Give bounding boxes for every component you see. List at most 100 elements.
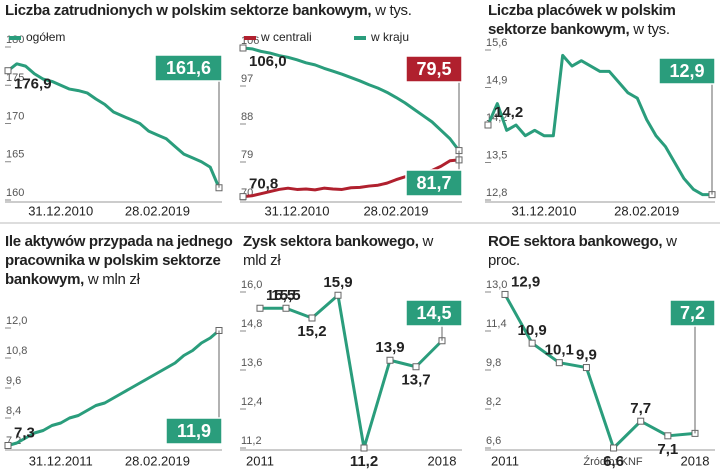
y-tick-label: 13,5 bbox=[486, 149, 507, 161]
x-tick-label: 28.02.2019 bbox=[614, 203, 679, 218]
value-label: 15,9 bbox=[323, 274, 352, 291]
y-tick-label: 10,8 bbox=[6, 345, 27, 357]
chart-title: Ile aktywów przypada na jednego pracowni… bbox=[5, 232, 237, 289]
y-tick-label: 13,6 bbox=[241, 357, 262, 369]
value-box bbox=[658, 57, 716, 85]
x-tick-label: 2018 bbox=[428, 453, 457, 468]
y-tick-label: 165 bbox=[6, 149, 24, 161]
value-label: 15,5 bbox=[266, 287, 295, 304]
x-tick-label: 31.12.2010 bbox=[511, 203, 576, 218]
title-unit: w tys. bbox=[375, 2, 412, 19]
chart-title: Liczba zatrudnionych w polskim sektorze … bbox=[5, 1, 475, 20]
title-unit: w mln zł bbox=[87, 271, 140, 288]
value-label: 79,5 bbox=[416, 59, 451, 79]
chart-title: Liczba placówek w polskim sektorze banko… bbox=[488, 1, 718, 39]
x-tick-label: 31.12.2010 bbox=[28, 203, 93, 218]
value-label: 70,8 bbox=[249, 176, 278, 193]
value-box bbox=[669, 299, 716, 327]
y-tick-label: 97 bbox=[241, 73, 253, 85]
y-tick-label: 14,9 bbox=[486, 74, 507, 86]
point-marker bbox=[360, 444, 368, 452]
y-tick-label: 11,2 bbox=[241, 435, 262, 447]
point-marker bbox=[334, 291, 342, 299]
source: Źródło: KNF bbox=[583, 455, 643, 468]
title-unit: w mld zł bbox=[243, 233, 434, 269]
title-text: Liczba placówek w polskim sektorze banko… bbox=[488, 2, 676, 38]
point-marker bbox=[308, 314, 316, 322]
title-unit: w proc. bbox=[488, 233, 677, 269]
value-box bbox=[165, 417, 223, 445]
line bbox=[260, 293, 444, 450]
y-tick-label: 9,6 bbox=[6, 375, 21, 387]
point-marker bbox=[582, 364, 590, 372]
y-tick-label: 14,8 bbox=[241, 318, 262, 330]
y-tick-label: 160 bbox=[6, 187, 24, 199]
point-marker bbox=[412, 363, 420, 371]
value-box bbox=[405, 55, 463, 83]
point-marker bbox=[501, 290, 509, 298]
point-marker bbox=[528, 339, 536, 347]
value-label: 14,2 bbox=[494, 104, 523, 121]
value-label: 12,9 bbox=[511, 273, 540, 290]
y-tick-label: 11,4 bbox=[486, 318, 507, 330]
value-label: 106,0 bbox=[249, 53, 287, 70]
y-tick-label: 12,4 bbox=[241, 396, 262, 408]
value-label: 13,7 bbox=[401, 372, 430, 389]
y-tick-label: 13,0 bbox=[486, 279, 507, 291]
y-tick-label: 88 bbox=[241, 111, 253, 123]
value-label: 6,6 bbox=[603, 453, 624, 470]
point-marker bbox=[239, 44, 247, 52]
value-label: 7,2 bbox=[680, 303, 705, 323]
value-label: 7,7 bbox=[630, 400, 651, 417]
y-tick-label: 12,8 bbox=[486, 187, 507, 199]
chart-title: ROE sektora bankowego, w proc. bbox=[488, 232, 708, 270]
y-tick-label: 12,0 bbox=[6, 315, 27, 327]
x-tick-label: 28.02.2019 bbox=[363, 203, 428, 218]
y-tick-label: 15,6 bbox=[486, 37, 507, 49]
value-label: 11,2 bbox=[350, 453, 378, 470]
title-text: ROE sektora bankowego, bbox=[488, 233, 663, 250]
value-label: 10,1 bbox=[545, 342, 574, 359]
value-label: 10,9 bbox=[518, 322, 547, 339]
line bbox=[7, 329, 220, 447]
line bbox=[486, 53, 712, 197]
point-marker bbox=[386, 356, 394, 364]
title-text: Ile aktywów przypada na jednego pracowni… bbox=[5, 233, 233, 288]
title-text: Zysk sektora bankowego, bbox=[243, 233, 419, 250]
point-marker bbox=[484, 121, 492, 129]
legend-label: ogółem bbox=[26, 30, 65, 44]
x-tick-label: 31.12.2011 bbox=[29, 453, 93, 468]
value-box bbox=[154, 54, 223, 82]
x-tick-label: 28.02.2019 bbox=[125, 203, 190, 218]
point-marker bbox=[256, 304, 264, 312]
x-tick-label: 2011 bbox=[246, 453, 274, 468]
value-label: 176,9 bbox=[14, 76, 52, 93]
line bbox=[7, 62, 221, 189]
value-box bbox=[405, 299, 463, 327]
value-box bbox=[405, 169, 463, 197]
y-tick-label: 170 bbox=[6, 110, 24, 122]
y-tick-label: 8,2 bbox=[486, 396, 501, 408]
point-marker bbox=[637, 417, 645, 425]
point-marker bbox=[610, 444, 618, 452]
point-marker bbox=[4, 442, 12, 449]
value-label: 9,9 bbox=[576, 347, 597, 364]
value-label: 161,6 bbox=[166, 58, 211, 78]
x-tick-label: 31.12.2010 bbox=[264, 203, 329, 218]
chart-title: Zysk sektora bankowego, w mld zł bbox=[243, 232, 458, 270]
line bbox=[503, 293, 696, 450]
title-text: Liczba zatrudnionych w polskim sektorze … bbox=[5, 2, 372, 19]
x-tick-label: 2018 bbox=[681, 453, 710, 468]
value-label: 13,9 bbox=[375, 339, 404, 356]
point-marker bbox=[664, 432, 672, 440]
value-label: 12,9 bbox=[669, 61, 704, 81]
y-tick-label: 9,8 bbox=[486, 357, 501, 369]
x-tick-label: 28.02.2019 bbox=[125, 453, 190, 468]
point-marker bbox=[239, 193, 247, 201]
value-label: 15,2 bbox=[297, 323, 326, 340]
title-unit: w tys. bbox=[633, 21, 670, 38]
point-marker bbox=[555, 359, 563, 367]
point-marker bbox=[282, 304, 290, 312]
y-tick-label: 8,4 bbox=[6, 405, 21, 417]
